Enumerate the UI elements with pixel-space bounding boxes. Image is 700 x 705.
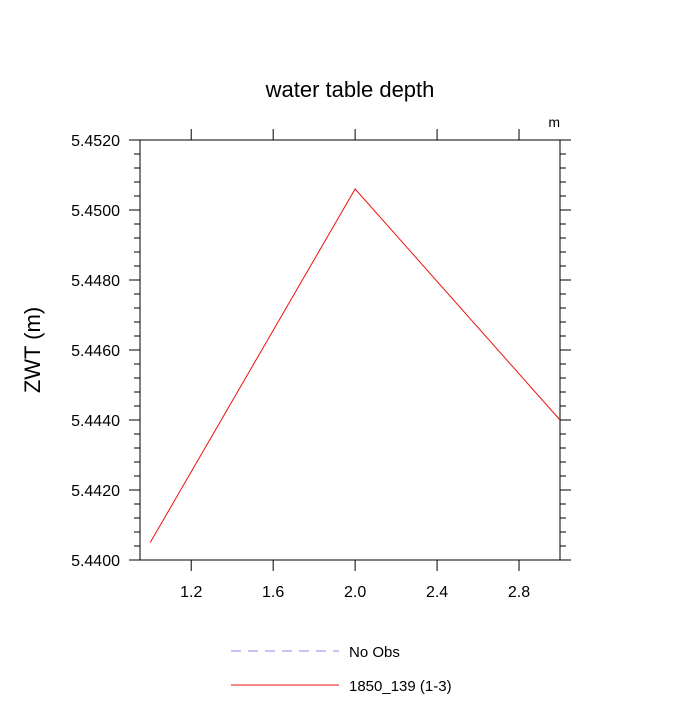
y-tick-label: 5.4500 [71, 203, 120, 220]
y-tick-label: 5.4460 [71, 343, 120, 360]
axis-ticks: 1.2 1.6 2.0 2.4 2.8 5.4400 5.4420 5.4440 5.4460 5… [71, 129, 571, 601]
y-tick-label: 5.4440 [71, 413, 120, 430]
x-tick-label: 1.2 [180, 584, 202, 601]
chart-title: water table depth [265, 77, 435, 102]
x-tick-label: 1.6 [262, 584, 284, 601]
series-layer [149, 188, 561, 543]
units-label: m [548, 114, 560, 130]
series-line [149, 188, 561, 543]
legend-label: 1850_139 (1-3) [349, 678, 452, 695]
plot-frame [139, 139, 561, 561]
y-tick-label: 5.4520 [71, 133, 120, 150]
x-tick-label: 2.8 [508, 584, 530, 601]
x-tick-label: 2.4 [426, 584, 448, 601]
legend: No Obs 1850_139 (1-3) [231, 644, 452, 695]
x-tick-label: 2.0 [344, 584, 366, 601]
y-tick-label: 5.4400 [71, 553, 120, 570]
y-tick-label: 5.4480 [71, 273, 120, 290]
y-axis-label: ZWT (m) [20, 307, 45, 393]
y-tick-label: 5.4420 [71, 483, 120, 500]
legend-label: No Obs [349, 644, 400, 661]
